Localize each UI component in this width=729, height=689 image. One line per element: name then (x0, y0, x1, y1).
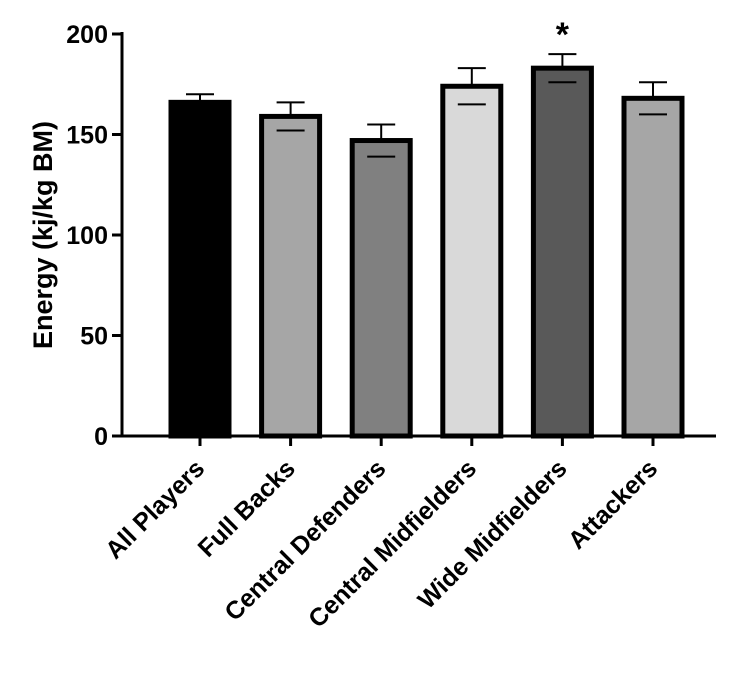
bar (621, 95, 685, 439)
y-ticks: 0 50 100 150 200 (66, 21, 122, 451)
bars: * (168, 16, 685, 439)
y-tick-label: 150 (66, 122, 108, 150)
y-axis-title: Energy (kj/kg BM) (28, 121, 58, 349)
x-tick-label: All Players (100, 454, 210, 564)
x-tick-label: Attackers (563, 454, 663, 554)
x-tick-label: Wide Midfielders (413, 454, 573, 614)
significance-marker: * (556, 16, 570, 54)
bar (440, 83, 504, 439)
bar (349, 138, 413, 439)
x-tick-label: Central Defenders (219, 454, 391, 626)
y-tick-label: 100 (66, 222, 108, 250)
bar (168, 99, 232, 439)
y-tick-label: 200 (66, 21, 108, 49)
y-tick-label: 50 (80, 323, 108, 351)
y-tick-label: 0 (94, 423, 108, 451)
x-tick-label: Central Midfielders (303, 454, 482, 633)
bar (259, 113, 323, 439)
bar (530, 65, 594, 439)
